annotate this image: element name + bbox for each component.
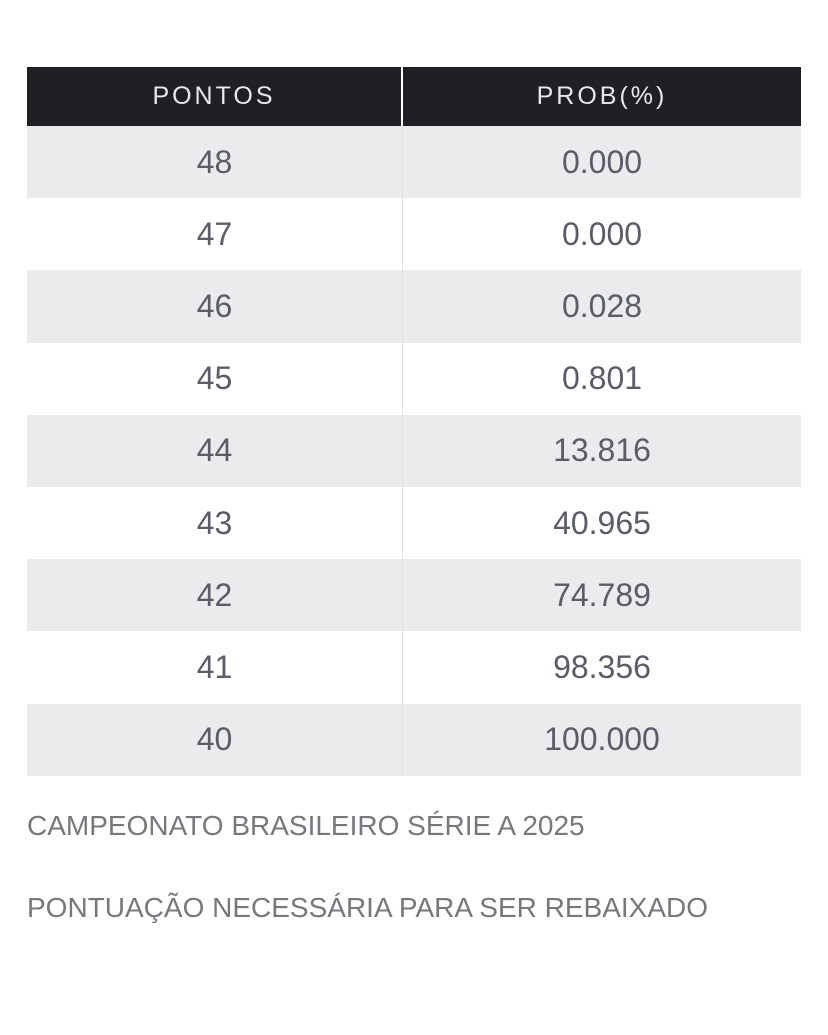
cell-pontos: 46 (27, 270, 403, 343)
table-row: 48 0.000 (27, 126, 801, 199)
header-pontos: PONTOS (27, 67, 403, 126)
cell-prob: 74.789 (553, 576, 651, 613)
relegation-probability-table: PONTOS PROB(%) 48 0.000 47 0.000 46 0.02… (27, 67, 801, 776)
table-row: 42 74.789 (27, 559, 801, 632)
cell-pontos: 47 (27, 198, 403, 271)
cell-pontos: 41 (27, 631, 403, 704)
table-row: 41 98.356 (27, 631, 801, 704)
championship-title: CAMPEONATO BRASILEIRO SÉRIE A 2025 (27, 810, 585, 841)
cell-prob: 40.965 (553, 504, 651, 541)
cell-prob: 0.028 (561, 287, 643, 324)
table-header: PONTOS PROB(%) (27, 67, 801, 126)
cell-pontos: 42 (27, 559, 403, 632)
table-row: 46 0.028 (27, 270, 801, 343)
cell-prob: 0.801 (561, 360, 643, 397)
table-row: 47 0.000 (27, 198, 801, 271)
header-prob: PROB(%) (536, 82, 668, 110)
table-row: 43 40.965 (27, 486, 801, 560)
table-row: 45 0.801 (27, 342, 801, 415)
cell-pontos: 40 (27, 703, 403, 776)
cell-prob: 0.000 (561, 143, 643, 180)
cell-pontos: 44 (27, 414, 403, 487)
cell-prob: 13.816 (553, 432, 651, 469)
table-description: PONTUAÇÃO NECESSÁRIA PARA SER REBAIXADO (27, 892, 708, 923)
cell-prob: 0.000 (561, 215, 643, 252)
cell-pontos: 43 (27, 486, 403, 560)
cell-pontos: 45 (27, 342, 403, 415)
table-row: 44 13.816 (27, 414, 801, 487)
cell-pontos: 48 (27, 126, 403, 199)
cell-prob: 100.000 (544, 721, 660, 758)
table-row: 40 100.000 (27, 703, 801, 776)
cell-prob: 98.356 (553, 648, 651, 685)
